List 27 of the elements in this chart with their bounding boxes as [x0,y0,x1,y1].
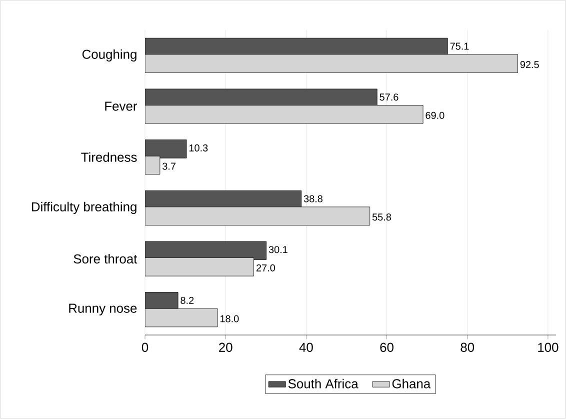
x-tick-label: 40 [299,342,313,352]
x-tick-label: 80 [460,342,474,352]
data-label: 8.2 [180,296,194,304]
data-label: 38.8 [304,195,323,202]
x-tick-label: 60 [380,342,394,352]
y-tick-label: Difficulty breathing [32,202,136,214]
data-label: 18.0 [220,315,239,322]
y-tick-label: Coughing [82,49,136,62]
data-label: 30.1 [268,246,288,254]
data-label: 69.0 [426,112,444,119]
y-tick-label: Tiredness [81,152,137,162]
legend-label: Ghana [392,378,431,388]
data-label: 92.5 [520,61,539,68]
y-tick-label: Fever [105,102,138,111]
x-tick-label: 0 [142,342,148,352]
data-label: 75.1 [450,42,469,50]
x-tick-label: 100 [538,342,558,352]
data-label: 55.8 [372,214,392,221]
legend-label: South Africa [288,378,358,388]
bar [145,140,187,158]
y-tick-label: Sore throat [74,254,138,264]
data-label: 57.6 [380,94,398,101]
y-tick-label: Runny nose [69,304,137,316]
data-label: 3.7 [162,162,176,170]
x-tick-label: 20 [219,342,232,352]
data-label: 10.3 [189,144,208,152]
data-label: 27.0 [256,264,276,272]
